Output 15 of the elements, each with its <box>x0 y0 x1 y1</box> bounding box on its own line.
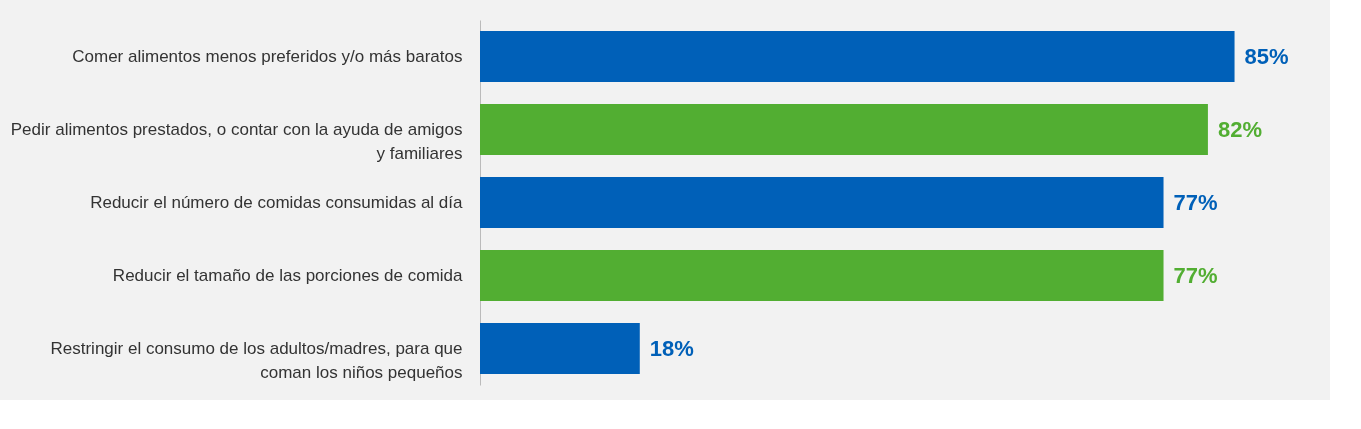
data-label: 85% <box>1244 43 1289 69</box>
bar <box>480 103 1208 156</box>
data-label: 77% <box>1173 262 1218 288</box>
data-label: 82% <box>1217 116 1262 142</box>
data-label: 77% <box>1173 189 1218 215</box>
bar <box>480 249 1164 302</box>
y-tick-label: Restringir el consumo de los adultos/madres, para que coman los niños pequeños <box>50 338 463 382</box>
bar <box>480 30 1235 83</box>
bar <box>480 322 640 375</box>
bar <box>480 176 1164 229</box>
y-tick-label: Pedir alimentos prestados, o contar con la ayuda de amigos y familiares <box>10 119 463 163</box>
y-tick-label: Reducir el número de comidas consumidas al día <box>90 192 464 212</box>
data-label: 18% <box>649 335 694 361</box>
y-tick-label: Comer alimentos menos preferidos y/o más baratos <box>72 46 463 66</box>
y-tick-label: Reducir el tamaño de las porciones de comida <box>112 265 464 285</box>
